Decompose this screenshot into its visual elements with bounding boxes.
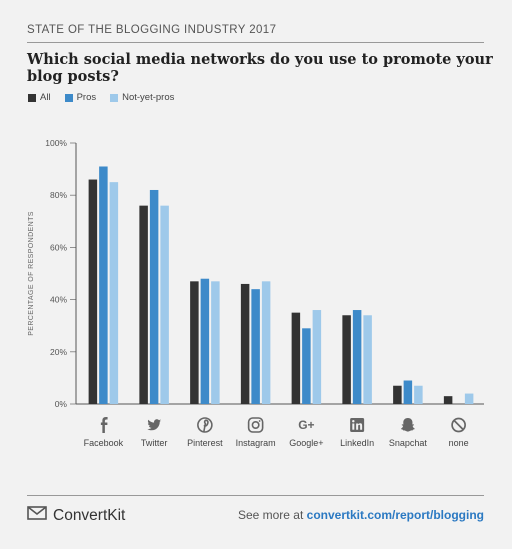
- x-tick-label: Twitter: [141, 438, 168, 448]
- convertkit-brand[interactable]: ConvertKit: [27, 506, 125, 525]
- convertkit-logo-icon: [27, 506, 47, 525]
- report-link[interactable]: convertkit.com/report/blogging: [306, 508, 484, 522]
- bar-snapchat-pros: [403, 380, 413, 404]
- bar-pinterest-notyetpros: [211, 281, 220, 404]
- bar-google-pros: [302, 328, 311, 404]
- x-tick-label: LinkedIn: [340, 438, 374, 448]
- legend-swatch-all: [28, 93, 36, 102]
- footer-cta-prefix: See more at: [237, 508, 307, 522]
- legend-label-pros: Pros: [76, 92, 97, 103]
- instagram-icon: [247, 417, 264, 433]
- bar-pinterest-all: [190, 281, 199, 404]
- bar-instagram-notyetpros: [261, 281, 271, 404]
- bar-instagram-all: [240, 283, 250, 404]
- header-divider: [27, 42, 484, 43]
- bar-pinterest-pros: [200, 278, 210, 404]
- bar-google-all: [291, 312, 301, 404]
- bar-instagram-pros: [251, 289, 260, 404]
- bar-google-notyetpros: [312, 310, 322, 404]
- bar-snapchat-all: [393, 385, 402, 404]
- x-tick-label: Snapchat: [389, 438, 428, 448]
- bar-facebook-notyetpros: [109, 182, 119, 404]
- chart-legend: All Pros Not-yet-pros: [28, 92, 174, 103]
- x-tick-label: Google+: [289, 438, 323, 448]
- y-tick-label: 100%: [45, 138, 67, 148]
- bar-linkedin-pros: [352, 310, 362, 404]
- report-header-label: STATE OF THE BLOGGING INDUSTRY 2017: [27, 24, 277, 36]
- x-tick-label: Facebook: [84, 438, 124, 448]
- footer-divider: [27, 495, 484, 496]
- legend-item-pros: Pros: [64, 92, 97, 103]
- y-tick-label: 0%: [55, 399, 68, 409]
- legend-item-all: All: [28, 92, 51, 103]
- bar-facebook-all: [88, 179, 98, 404]
- y-tick-label: 60%: [50, 242, 67, 252]
- legend-swatch-pros: [64, 93, 73, 102]
- bar-linkedin-notyetpros: [363, 315, 372, 404]
- brand-name: ConvertKit: [53, 506, 126, 524]
- none-icon: [451, 417, 466, 433]
- snapchat-icon: [400, 418, 415, 432]
- legend-swatch-not-yet-pros: [110, 93, 119, 102]
- x-tick-label: none: [449, 438, 469, 448]
- legend-label-not-yet-pros: Not-yet-pros: [122, 92, 175, 103]
- chart-question-title: Which social media networks do you use t…: [27, 51, 493, 85]
- y-tick-label: 40%: [50, 295, 67, 305]
- pinterest-icon: [197, 417, 213, 433]
- facebook-icon: [100, 417, 108, 433]
- bar-twitter-notyetpros: [160, 205, 169, 404]
- x-tick-label: Pinterest: [187, 438, 223, 448]
- legend-item-not-yet-pros: Not-yet-pros: [110, 92, 174, 103]
- google-plus-icon: G+: [298, 418, 314, 432]
- bar-snapchat-notyetpros: [414, 385, 423, 404]
- y-tick-label: 20%: [50, 347, 67, 357]
- bar-chart: PERCENTAGE OF RESPONDENTS 0% 20% 40% 60% 80% 1…: [28, 138, 484, 448]
- x-tick-label: Instagram: [236, 438, 276, 448]
- y-tick-label: 80%: [50, 190, 67, 200]
- bar-twitter-pros: [149, 189, 159, 404]
- legend-label-all: All: [40, 92, 51, 103]
- bar-linkedin-all: [342, 315, 351, 404]
- bar-facebook-pros: [99, 166, 108, 404]
- y-axis-label: PERCENTAGE OF RESPONDENTS: [28, 211, 35, 336]
- footer-cta: See more at convertkit.com/report/bloggi…: [238, 508, 484, 522]
- bar-twitter-all: [139, 205, 148, 404]
- linkedin-icon: [350, 418, 365, 432]
- svg-text:G+: G+: [298, 418, 314, 432]
- twitter-icon: [147, 419, 162, 431]
- bar-none-all: [443, 396, 453, 404]
- bar-none-notyetpros: [464, 393, 474, 404]
